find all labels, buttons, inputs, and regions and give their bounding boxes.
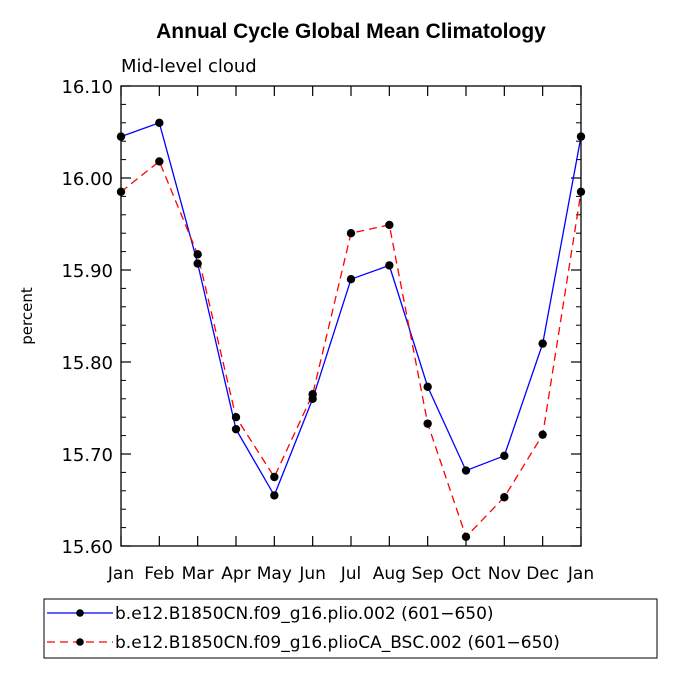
series-2-point bbox=[423, 419, 432, 428]
legend-label-series-1: b.e12.B1850CN.f09_g16.plio.002 (601−650) bbox=[115, 604, 494, 624]
series-2-point bbox=[270, 472, 279, 482]
legend-marker-series-2 bbox=[76, 638, 84, 646]
y-tick-label: 15.60 bbox=[61, 537, 113, 558]
legend-box bbox=[43, 598, 658, 659]
legend-marker-series-1 bbox=[76, 609, 84, 617]
chart-subtitle: Mid-level cloud bbox=[121, 56, 257, 77]
x-tick-label: Jul bbox=[340, 564, 362, 584]
series-1-point bbox=[231, 424, 241, 434]
axes: Jan Feb Mar Apr May Jun Jul Aug Sep Oct Nov Dec Jan 1… bbox=[61, 77, 594, 584]
series-2-point bbox=[538, 430, 547, 439]
plot-frame bbox=[120, 85, 582, 547]
series-2-point bbox=[308, 390, 317, 399]
x-tick-label: Aug bbox=[373, 564, 406, 584]
series-1-point bbox=[155, 118, 164, 128]
series-1-point bbox=[423, 382, 432, 392]
series-1-point bbox=[500, 451, 509, 461]
series-2-point bbox=[155, 157, 164, 166]
x-tick-label: Oct bbox=[451, 564, 481, 584]
x-tick-label: Feb bbox=[144, 564, 174, 584]
x-tick-label: Dec bbox=[526, 564, 559, 584]
series-line-1 bbox=[120, 121, 582, 497]
series-2-point bbox=[231, 413, 241, 422]
y-tick-label: 15.90 bbox=[61, 261, 113, 282]
x-tick-label: Nov bbox=[488, 564, 521, 584]
series-2-point bbox=[346, 229, 356, 238]
legend-label-series-2: b.e12.B1850CN.f09_g16.plioCA_BSC.002 (60… bbox=[115, 633, 560, 653]
legend: b.e12.B1850CN.f09_g16.plio.002 (601−650)… bbox=[43, 598, 658, 659]
y-tick-label: 15.70 bbox=[61, 445, 113, 466]
x-tick-label: May bbox=[257, 564, 292, 584]
y-tick-label: 16.10 bbox=[61, 77, 113, 98]
x-tick-label: Apr bbox=[221, 564, 250, 584]
series-1-point bbox=[193, 259, 202, 268]
y-axis-label: percent bbox=[18, 287, 36, 345]
series-1-point bbox=[346, 275, 356, 284]
x-tick-label: Mar bbox=[182, 564, 214, 584]
series-2-point bbox=[385, 220, 394, 230]
y-tick-label: 15.80 bbox=[61, 353, 113, 374]
series-line-2 bbox=[120, 160, 582, 539]
series-1-point bbox=[538, 339, 547, 348]
series-2-point bbox=[500, 493, 509, 502]
series-2-point bbox=[193, 250, 202, 259]
series-layer bbox=[116, 118, 586, 541]
x-tick-label: Sep bbox=[412, 564, 444, 584]
chart-title: Annual Cycle Global Mean Climatology bbox=[156, 20, 546, 43]
series-1-point bbox=[270, 491, 279, 500]
x-tick-label: Jan bbox=[567, 564, 594, 584]
y-tick-label: 16.00 bbox=[61, 169, 113, 190]
x-tick-label: Jan bbox=[107, 564, 134, 584]
x-tick-label: Jun bbox=[298, 564, 326, 584]
series-1-point bbox=[461, 466, 471, 475]
series-1-point bbox=[385, 261, 394, 270]
series-2-point bbox=[461, 532, 471, 541]
